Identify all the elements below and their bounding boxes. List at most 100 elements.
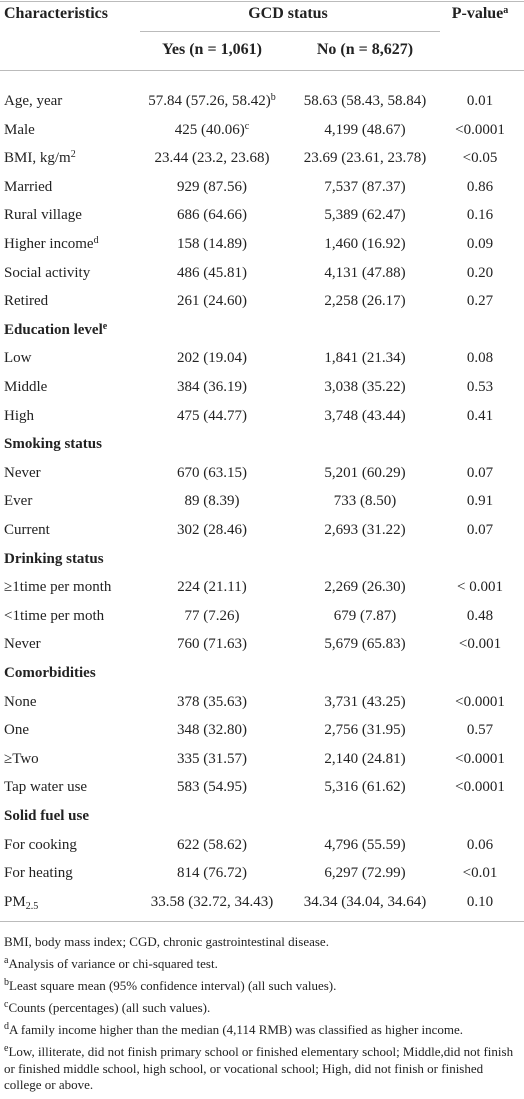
cell-no: 3,731 (43.25) (245, 692, 485, 712)
cell-yes-text: 302 (28.46) (177, 522, 247, 538)
cell-p: 0.41 (360, 406, 524, 426)
cell-no: 733 (8.50) (245, 491, 485, 511)
cell-label: Tap water use (4, 777, 87, 797)
header-yes-text: Yes (n = 1,061) (162, 41, 262, 58)
cell-p-text: 0.53 (466, 379, 494, 395)
cell-label-text: Low (4, 350, 32, 367)
cell-no-text: 58.63 (58.43, 58.84) (303, 93, 427, 109)
cell-label: One (4, 720, 29, 740)
cell-no-text: 733 (8.50) (333, 493, 397, 510)
header-p-value-text: P-value (451, 5, 504, 22)
cell-label-text: High (4, 407, 34, 424)
cell-label: PM2.5 (4, 892, 38, 912)
cell-yes-text: 583 (54.95) (177, 779, 247, 796)
cell-p: 0.86 (360, 177, 524, 197)
cell-p: 0.27 (360, 291, 524, 311)
header-p-value: P-valuea (360, 4, 524, 24)
cell-p-text: 0.48 (466, 607, 494, 624)
cell-label-text: BMI, kg/m (4, 150, 71, 167)
footnote: aAnalysis of variance or chi-squared tes… (4, 956, 520, 973)
cell-no: 5,201 (60.29) (245, 463, 485, 483)
cell-p-text: <0.01 (462, 865, 498, 882)
top-rule (0, 1, 524, 2)
cell-no: 2,258 (26.17) (245, 291, 485, 311)
cell-yes-text: 57.84 (57.26, 58.42) (148, 93, 271, 109)
cell-p-text: 0.27 (466, 293, 494, 310)
header-group-text: GCD status (248, 5, 328, 22)
header-yes: Yes (n = 1,061) (92, 40, 332, 60)
cell-label-text: Never (4, 636, 41, 653)
cell-yes-text: 814 (76.72) (177, 865, 247, 882)
cell-yes-text: 670 (63.15) (177, 464, 247, 481)
cell-p-text: 0.91 (466, 493, 494, 510)
cell-label: BMI, kg/m2 (4, 148, 76, 168)
cell-no: 1,460 (16.92) (245, 234, 485, 254)
cell-p-text: <0.05 (462, 150, 498, 167)
cell-label: Social activity (4, 263, 90, 283)
footnote-marker: c (4, 999, 9, 1010)
cell-p-text: 0.01 (466, 93, 494, 109)
cell-p: <0.01 (360, 863, 524, 883)
cell-no: 5,389 (62.47) (245, 205, 485, 225)
cell-label: High (4, 406, 34, 426)
cell-yes: 384 (36.19) (92, 377, 332, 397)
cell-no: 2,693 (31.22) (245, 520, 485, 540)
cell-yes-text: 202 (19.04) (177, 350, 247, 367)
cell-no-text: 2,269 (26.30) (324, 579, 406, 596)
cell-yes-text: 158 (14.89) (177, 236, 247, 252)
cell-yes-text: 261 (24.60) (177, 293, 247, 310)
cell-no: 3,748 (43.44) (245, 406, 485, 426)
cell-label-text: Age, year (4, 93, 63, 109)
cell-label: For cooking (4, 835, 77, 855)
cell-label-sub: 2.5 (25, 900, 39, 912)
cell-p: 0.53 (360, 377, 524, 397)
cell-no: 2,756 (31.95) (245, 720, 485, 740)
cell-yes: 77 (7.26) (92, 606, 332, 626)
cell-p-text: 0.57 (466, 722, 494, 739)
cell-yes-text: 622 (58.62) (177, 836, 247, 853)
footnotes: BMI, body mass index; CGD, chronic gastr… (4, 934, 520, 1099)
cell-label-text: For cooking (4, 836, 77, 853)
cell-yes-text: 760 (71.63) (177, 636, 247, 653)
cell-no: 6,297 (72.99) (245, 863, 485, 883)
cell-yes-text: 348 (32.80) (177, 722, 247, 739)
cell-no-text: 34.34 (34.04, 34.64) (303, 893, 427, 910)
cell-yes: 670 (63.15) (92, 463, 332, 483)
cell-no: 4,131 (47.88) (245, 263, 485, 283)
cell-p-text: 0.86 (466, 178, 494, 195)
cell-p: <0.05 (360, 148, 524, 168)
cell-no-text: 2,756 (31.95) (324, 722, 406, 739)
section-heading: Solid fuel use (4, 806, 89, 826)
cell-yes: 486 (45.81) (92, 263, 332, 283)
cell-label-text: Middle (4, 379, 48, 395)
cell-label: Never (4, 634, 41, 654)
cell-no-text: 4,131 (47.88) (324, 264, 406, 281)
cell-yes-text: 475 (44.77) (177, 407, 247, 424)
cell-yes-text: 224 (21.11) (177, 579, 247, 596)
section-heading: Comorbidities (4, 663, 96, 683)
cell-yes-text: 425 (40.06) (174, 121, 245, 138)
cell-no-text: 23.69 (23.61, 23.78) (303, 150, 427, 167)
cell-yes: 89 (8.39) (92, 491, 332, 511)
footnote-marker: d (4, 1021, 9, 1032)
cell-yes: 335 (31.57) (92, 749, 332, 769)
cell-no: 679 (7.87) (245, 606, 485, 626)
cell-p: 0.48 (360, 606, 524, 626)
footnote-text: Least square mean (95% confidence interv… (9, 978, 337, 993)
cell-label-text: <1time per moth (4, 607, 105, 624)
cell-label-text: Current (4, 522, 50, 538)
cell-p: 0.08 (360, 348, 524, 368)
cell-label-text: Never (4, 464, 41, 481)
cell-no: 7,537 (87.37) (245, 177, 485, 197)
cell-yes-text: 77 (7.26) (184, 607, 240, 624)
cell-label-text: Social activity (4, 264, 91, 281)
footnote-marker: e (4, 1043, 9, 1054)
cell-p: <0.001 (360, 634, 524, 654)
cell-no: 4,199 (48.67) (245, 120, 485, 140)
cell-label-text: PM (4, 893, 26, 910)
cell-p-text: <0.0001 (455, 750, 505, 767)
cell-yes-text: 384 (36.19) (177, 379, 247, 395)
footnote: dA family income higher than the median … (4, 1022, 520, 1039)
cell-no: 1,841 (21.34) (245, 348, 485, 368)
cell-label: Age, year (4, 91, 62, 111)
